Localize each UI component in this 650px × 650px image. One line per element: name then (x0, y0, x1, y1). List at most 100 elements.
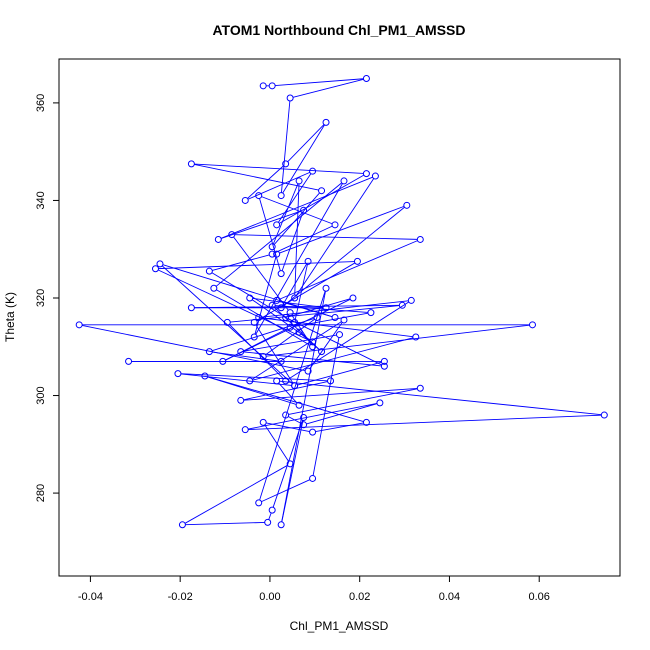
data-point (416, 235, 424, 243)
chart-title: ATOM1 Northbound Chl_PM1_AMSSD (212, 22, 465, 38)
data-point (246, 377, 254, 385)
series-line-segment (234, 234, 418, 240)
series-line-segment (243, 351, 382, 367)
data-point (223, 318, 231, 326)
series-line-segment (256, 262, 356, 322)
data-point (125, 357, 133, 365)
data-point (250, 333, 258, 341)
series-line-segment (306, 403, 378, 425)
y-tick-label: 280 (35, 484, 47, 502)
series-line-segment (272, 183, 299, 245)
data-point (268, 506, 276, 514)
series-line-segment (275, 305, 368, 313)
data-point (403, 201, 411, 209)
data-point (273, 250, 281, 258)
data-point (295, 177, 303, 185)
data-point (228, 231, 236, 239)
series-line-segment (254, 256, 277, 335)
series-line-segment (220, 176, 373, 239)
data-point (178, 521, 186, 529)
series-line-segment (194, 163, 364, 174)
data-point (322, 284, 330, 292)
x-tick-label: 0.02 (349, 591, 370, 603)
data-point (300, 421, 308, 429)
data-point (273, 296, 281, 304)
x-tick-label: -0.02 (168, 591, 193, 603)
series-line-segment (275, 78, 364, 87)
data-point (268, 82, 276, 90)
series-line-segment (229, 324, 284, 380)
series-line-segment (158, 261, 355, 270)
data-point (255, 192, 263, 200)
series-line-segment (301, 333, 320, 351)
data-point (255, 499, 263, 507)
series-line-segment (264, 424, 289, 462)
x-tick-label: -0.04 (78, 591, 103, 603)
x-tick-label: 0.04 (439, 591, 460, 603)
series-line-segment (288, 318, 382, 366)
data-point (273, 221, 281, 229)
data-point (237, 396, 245, 404)
series-line-segment (287, 124, 325, 163)
x-tick-label: 0.00 (259, 591, 280, 603)
data-point (353, 257, 361, 265)
series-line-segment (281, 212, 304, 271)
data-point (367, 309, 375, 317)
series-line-segment (248, 414, 602, 431)
data-point (313, 314, 321, 321)
series-line-segment (278, 382, 298, 404)
data-point (282, 314, 290, 321)
series-line-segment (292, 78, 364, 98)
series-0 (75, 75, 608, 529)
series-line-segment (297, 361, 382, 386)
data-point (318, 348, 326, 356)
data-point (331, 314, 339, 321)
data-point (174, 370, 182, 378)
series-line-segment (247, 165, 284, 199)
data-point (286, 460, 294, 468)
series-layer (75, 75, 608, 529)
series-line-segment (259, 198, 281, 271)
data-point (291, 294, 299, 302)
data-point (340, 177, 348, 185)
y-tick-label: 340 (35, 191, 47, 209)
data-point (259, 353, 267, 361)
series-line-segment (312, 337, 340, 476)
y-tick-label: 300 (35, 386, 47, 404)
data-point (398, 301, 406, 309)
data-point (187, 304, 195, 312)
x-axis-label: Chl_PM1_AMSSD (290, 619, 389, 633)
data-point (318, 187, 326, 195)
series-line-segment (288, 298, 351, 318)
series-line-segment (287, 301, 410, 380)
data-point (268, 243, 276, 251)
data-point (322, 304, 330, 312)
data-point (282, 160, 290, 168)
data-point (273, 377, 281, 385)
series-line-segment (315, 422, 364, 433)
series-line-segment (259, 290, 326, 501)
y-axis: 280 300 320 340 360 (35, 94, 60, 502)
data-point (246, 294, 254, 302)
data-point (277, 357, 285, 365)
data-point (327, 377, 335, 385)
x-tick-label: 0.06 (529, 591, 550, 603)
data-point (201, 372, 209, 380)
data-point (277, 521, 285, 529)
data-point (187, 160, 195, 168)
series-line-segment (82, 324, 306, 371)
data-point (241, 426, 249, 434)
series-line-segment (255, 183, 343, 335)
series-line-segment (281, 291, 326, 522)
data-point (295, 328, 303, 336)
data-point (322, 118, 330, 126)
data-point (237, 348, 245, 356)
series-line-segment (194, 164, 319, 191)
data-point (362, 170, 370, 178)
data-point (286, 94, 294, 102)
series-line-segment (279, 380, 602, 416)
series-line-segment (230, 305, 400, 323)
series-line-segment (279, 240, 418, 300)
data-point (156, 260, 164, 268)
